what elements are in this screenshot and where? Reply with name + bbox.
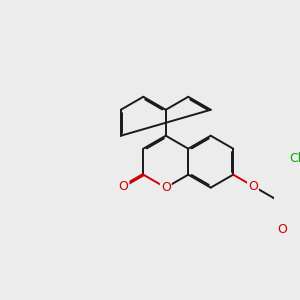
Text: O: O — [248, 180, 258, 193]
Text: O: O — [161, 181, 171, 194]
Text: O: O — [118, 180, 128, 193]
Text: Cl: Cl — [290, 152, 300, 165]
Text: O: O — [277, 223, 287, 236]
